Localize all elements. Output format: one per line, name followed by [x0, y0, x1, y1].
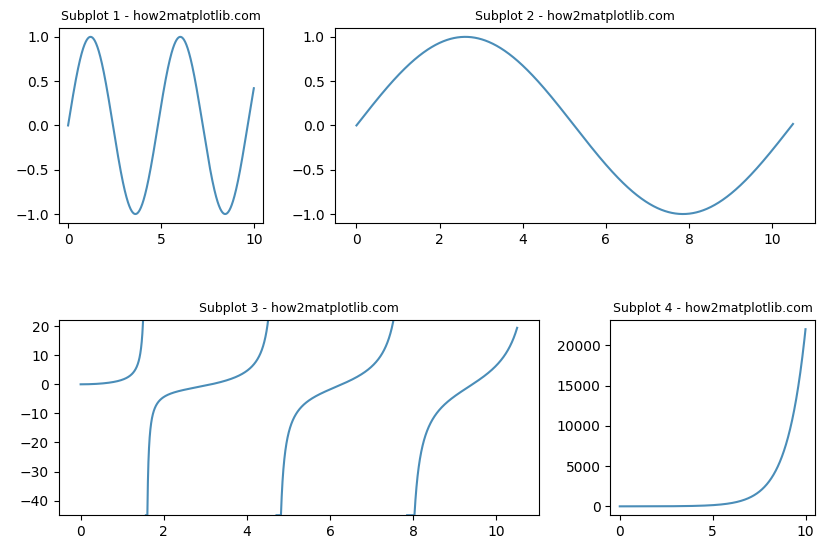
Title: Subplot 4 - how2matplotlib.com: Subplot 4 - how2matplotlib.com [612, 302, 812, 315]
Title: Subplot 1 - how2matplotlib.com: Subplot 1 - how2matplotlib.com [61, 10, 261, 22]
Title: Subplot 2 - how2matplotlib.com: Subplot 2 - how2matplotlib.com [475, 10, 675, 22]
Title: Subplot 3 - how2matplotlib.com: Subplot 3 - how2matplotlib.com [199, 302, 399, 315]
